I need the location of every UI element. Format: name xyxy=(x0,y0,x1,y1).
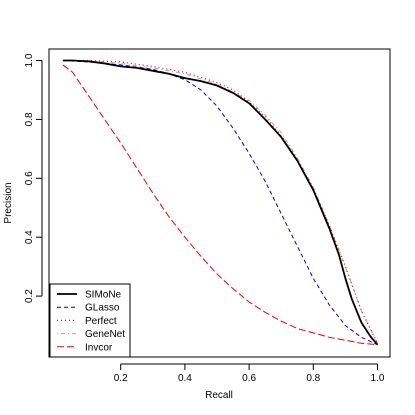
x-tick-label: 0.4 xyxy=(178,373,192,384)
y-tick-label: 1.0 xyxy=(24,53,35,67)
x-tick-label: 0.8 xyxy=(306,373,320,384)
legend-label-perfect: Perfect xyxy=(85,316,117,327)
series-line-invcor xyxy=(62,64,378,346)
legend-label-invcor: Invcor xyxy=(85,342,113,353)
series-layer xyxy=(62,59,379,346)
y-axis: 0.2 0.4 0.6 0.8 1.0 xyxy=(24,53,43,303)
x-axis: 0.2 0.4 0.6 0.8 1.0 xyxy=(114,363,385,384)
y-tick-label: 0.6 xyxy=(24,171,35,185)
legend-label-genenet: GeneNet xyxy=(85,329,125,340)
x-axis-title: Recall xyxy=(205,390,233,401)
x-tick-label: 0.6 xyxy=(242,373,256,384)
series-line-genenet xyxy=(62,60,378,344)
plot-frame xyxy=(48,48,391,358)
series-line-simone xyxy=(62,59,379,346)
y-tick-label: 0.4 xyxy=(24,230,35,244)
series-line-glasso xyxy=(62,60,378,346)
legend-label-glasso: GLasso xyxy=(85,303,120,314)
x-tick-label: 0.2 xyxy=(114,373,128,384)
x-tick-label: 1.0 xyxy=(371,373,385,384)
y-axis-title: Precision xyxy=(3,182,14,223)
y-tick-label: 0.8 xyxy=(24,112,35,126)
legend: SIMoNe GLasso Perfect GeneNet Invcor xyxy=(49,283,131,358)
y-tick-label: 0.2 xyxy=(24,289,35,303)
legend-label-simone: SIMoNe xyxy=(85,290,122,301)
legend-box xyxy=(49,283,131,358)
